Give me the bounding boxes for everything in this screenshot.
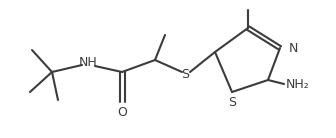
Text: S: S bbox=[181, 68, 189, 82]
Text: N: N bbox=[289, 42, 298, 55]
Text: NH: NH bbox=[79, 55, 97, 68]
Text: NH₂: NH₂ bbox=[286, 79, 310, 91]
Text: S: S bbox=[228, 95, 236, 108]
Text: O: O bbox=[117, 107, 127, 120]
